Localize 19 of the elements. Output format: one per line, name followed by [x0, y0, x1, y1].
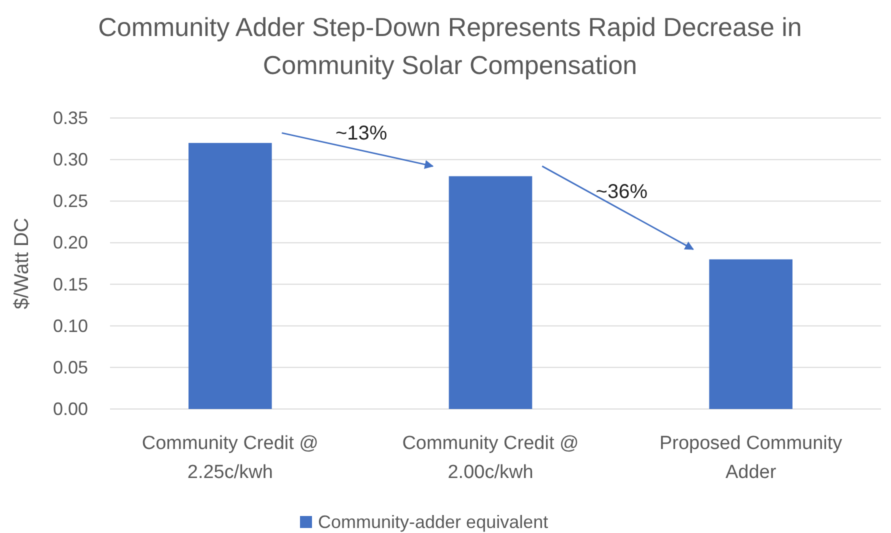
annotation: ~36%: [596, 180, 648, 203]
annotation: ~13%: [335, 122, 388, 145]
y-tick-label: 0.20: [52, 232, 88, 253]
y-axis-title: $/Watt DC: [11, 218, 33, 310]
chart-title: Community Adder Step-Down Represents Rapid Decrease in Community Solar Compensation: [98, 12, 802, 80]
bar: [188, 142, 272, 409]
y-tick-label: 0.25: [52, 191, 88, 212]
y-tick-label: 0.05: [52, 357, 88, 378]
bar: [448, 176, 532, 409]
x-tick-label: Community Credit @ 2.00c/kwh: [402, 433, 579, 483]
y-tick-label: 0.30: [52, 150, 88, 170]
x-tick-label: Proposed Community Adder: [659, 433, 843, 483]
y-tick-label: 0.00: [52, 399, 88, 419]
bar: [709, 259, 792, 409]
legend-label: Community-adder equivalent: [318, 512, 548, 532]
y-tick-label: 0.10: [52, 316, 88, 336]
y-tick-label: 0.35: [52, 108, 88, 128]
x-tick-label: Community Credit @ 2.25c/kwh: [142, 433, 318, 483]
y-tick-label: 0.15: [52, 274, 88, 294]
